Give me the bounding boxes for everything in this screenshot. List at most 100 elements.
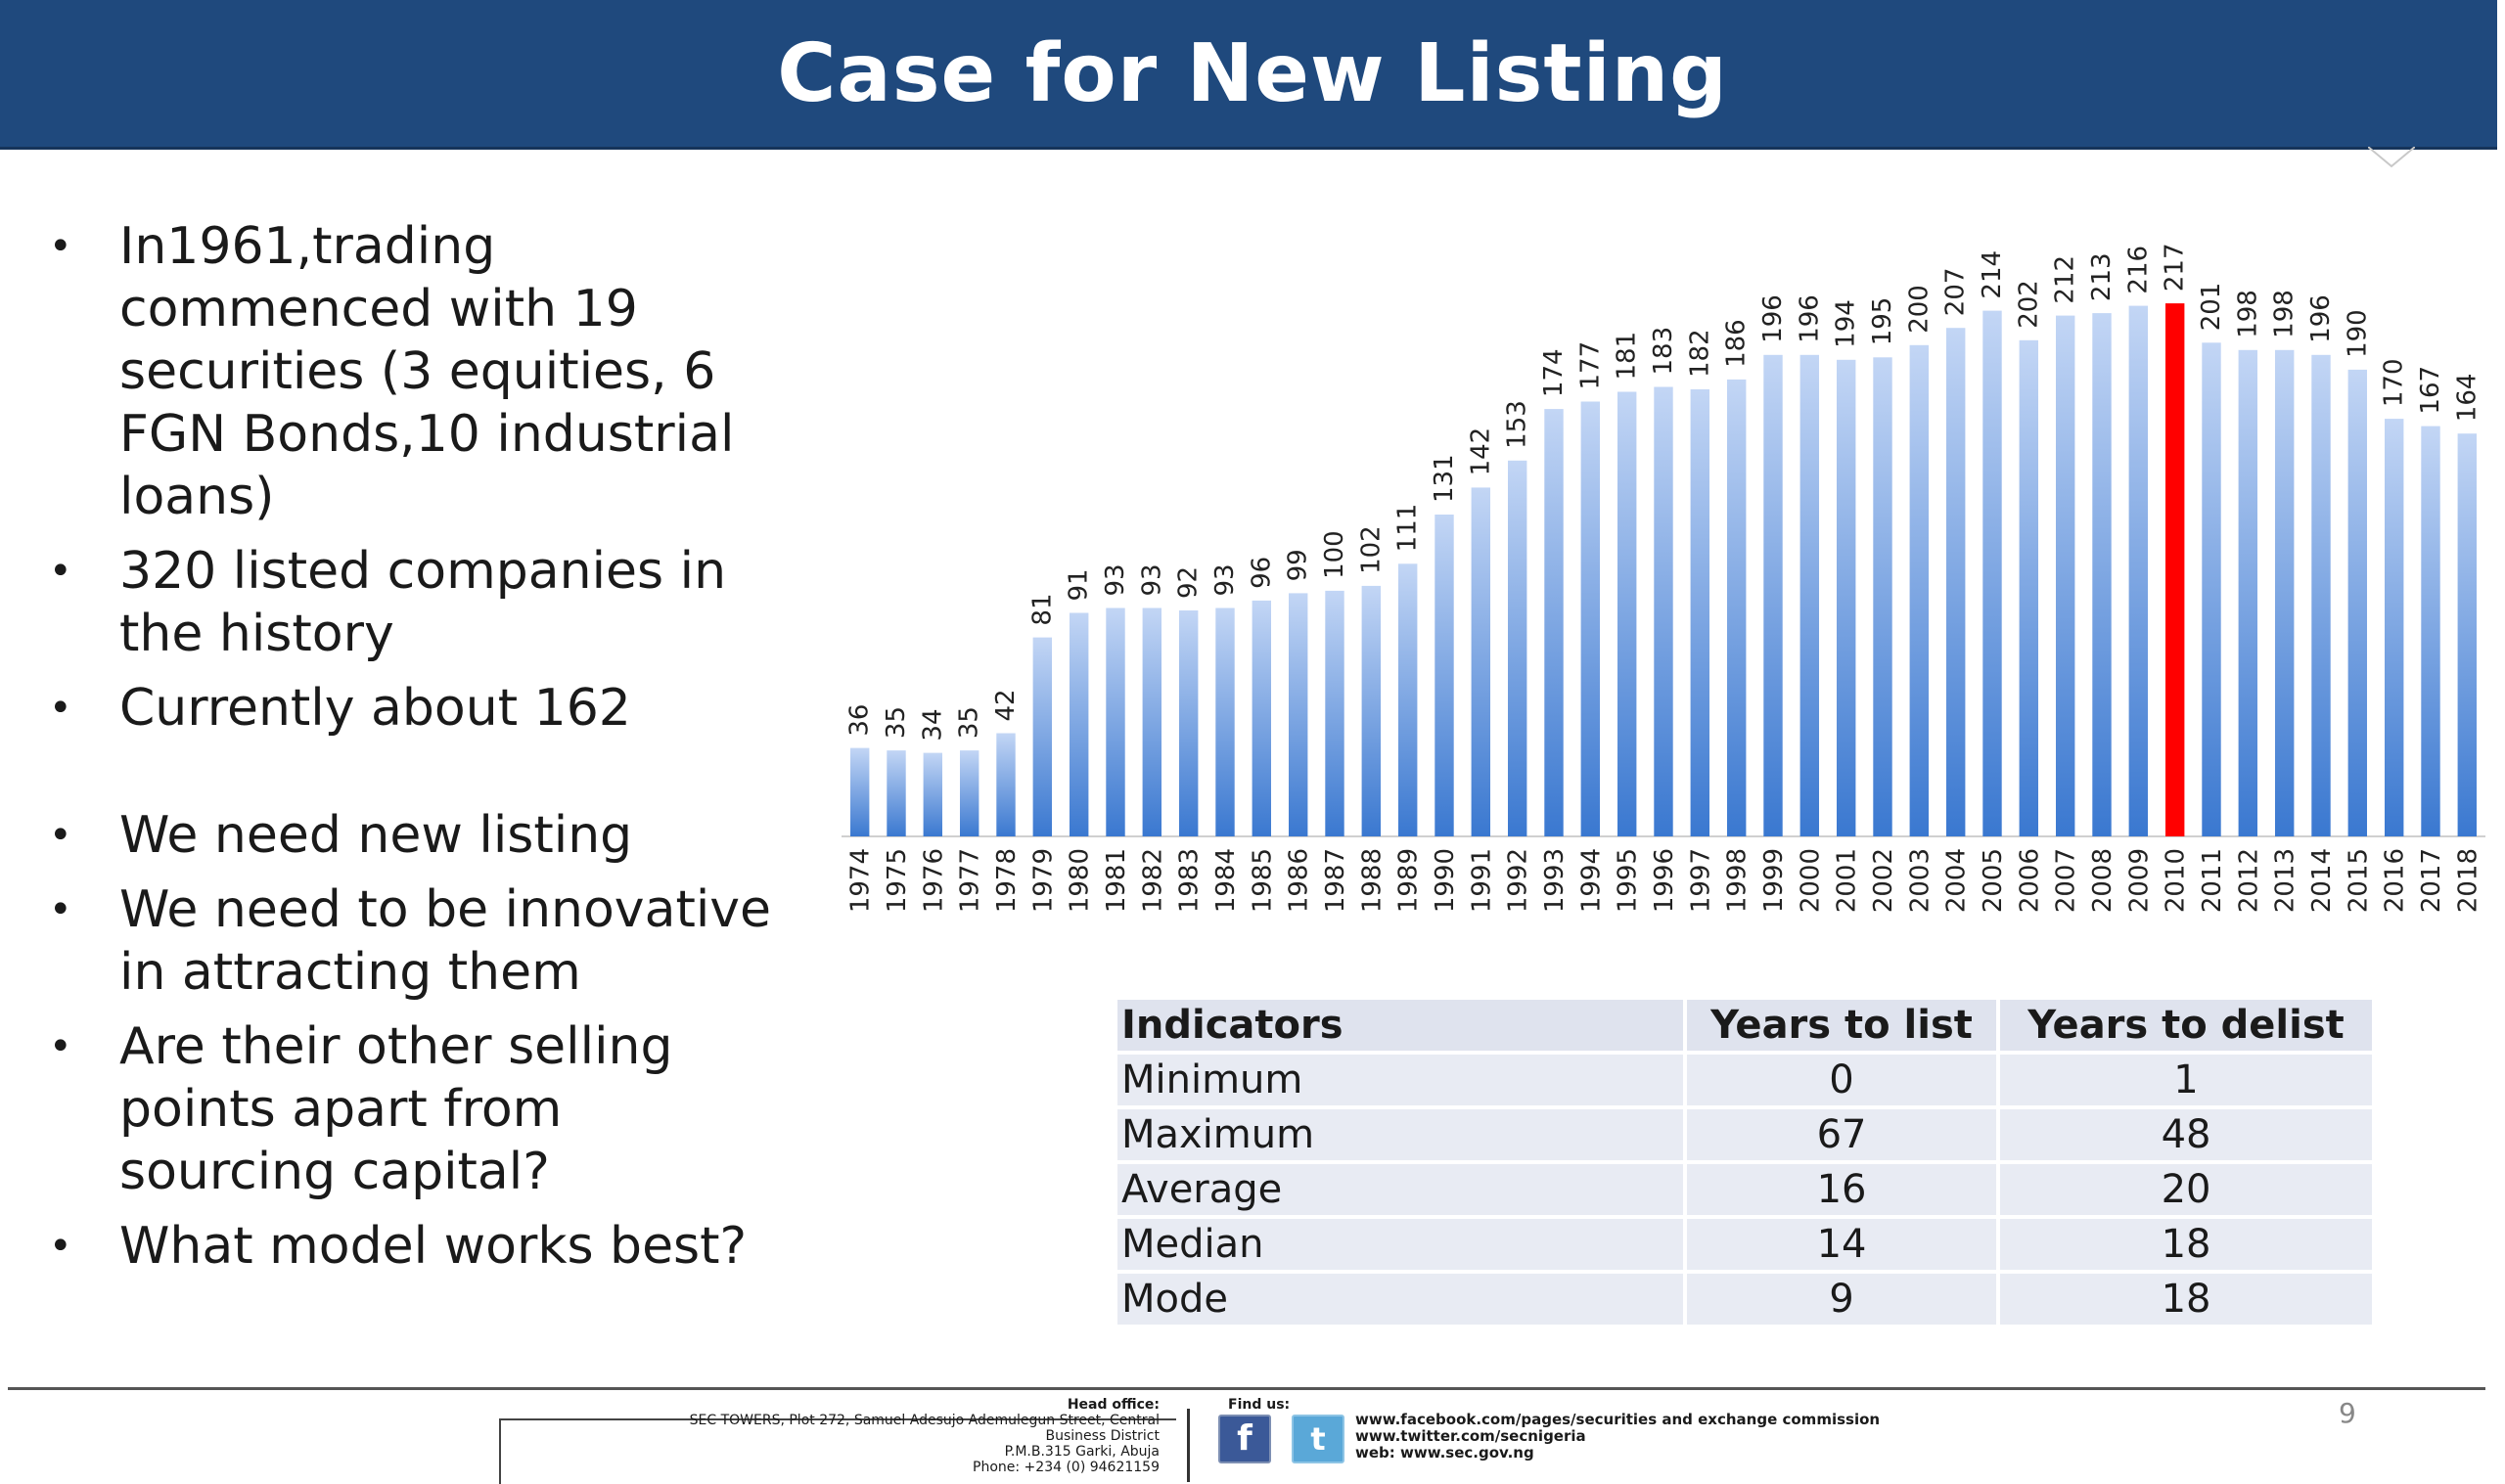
- bar-1979: [1032, 637, 1052, 836]
- data-label-1989: 111: [1393, 504, 1423, 553]
- column-header-indicators: Indicators: [1117, 1000, 1683, 1051]
- facebook-icon[interactable]: f: [1218, 1415, 1271, 1463]
- bar-1981: [1106, 607, 1125, 836]
- years-to-list-cell: 67: [1687, 1109, 1997, 1160]
- bar-1998: [1727, 379, 1747, 836]
- data-label-2006: 202: [2014, 280, 2043, 329]
- bar-2012: [2238, 349, 2257, 836]
- column-header-years-to-delist: Years to delist: [2000, 1000, 2372, 1051]
- x-tick-label-1976: 1976: [919, 848, 948, 913]
- bullet-text: Currently about 162: [119, 679, 631, 738]
- x-tick-label-2000: 2000: [1796, 848, 1825, 913]
- bar-1974: [850, 747, 870, 836]
- x-tick-label-1999: 1999: [1759, 848, 1789, 913]
- x-tick-label-1977: 1977: [956, 848, 985, 913]
- data-label-2005: 214: [1978, 250, 2007, 299]
- data-label-1988: 102: [1356, 525, 1386, 574]
- years-to-list-cell: 0: [1687, 1055, 1997, 1105]
- data-label-1974: 36: [845, 704, 875, 737]
- bullet-dot: •: [49, 1224, 72, 1269]
- bar-1995: [1617, 391, 1637, 836]
- bar-1993: [1544, 409, 1564, 836]
- bullet-dot: •: [49, 549, 72, 594]
- x-tick-label-1995: 1995: [1614, 848, 1643, 913]
- data-label-1975: 35: [882, 706, 911, 739]
- data-label-1980: 91: [1065, 568, 1094, 601]
- bar-1976: [923, 752, 942, 836]
- data-label-1983: 92: [1174, 566, 1204, 599]
- data-label-2000: 196: [1795, 294, 1824, 343]
- data-label-1982: 93: [1137, 563, 1166, 596]
- website-link[interactable]: web: www.sec.gov.ng: [1355, 1444, 1534, 1462]
- data-label-2008: 213: [2087, 252, 2117, 301]
- data-label-1998: 186: [1722, 319, 1752, 368]
- bar-2008: [2092, 313, 2112, 837]
- x-tick-label-1984: 1984: [1211, 848, 1241, 913]
- data-label-1992: 153: [1503, 400, 1532, 449]
- x-tick-label-1994: 1994: [1576, 848, 1606, 913]
- listings-bar-chart: 36 1974 35 1975 34 1976 35 1977 42 1978 81 1979 91 19…: [832, 205, 2495, 978]
- data-label-2016: 170: [2380, 358, 2409, 407]
- table-row: Average 16 20: [1117, 1164, 2372, 1215]
- data-label-1991: 142: [1466, 427, 1495, 476]
- data-label-1996: 183: [1649, 327, 1678, 376]
- data-label-2004: 207: [1941, 268, 1971, 317]
- twitter-icon[interactable]: t: [1292, 1415, 1344, 1463]
- x-tick-label-1992: 1992: [1504, 848, 1533, 913]
- x-tick-label-2015: 2015: [2344, 848, 2373, 913]
- data-label-1977: 35: [955, 706, 984, 739]
- bar-2007: [2056, 315, 2075, 837]
- facebook-link[interactable]: www.facebook.com/pages/securities and ex…: [1355, 1411, 1881, 1428]
- indicators-table-wrap: Indicators Years to list Years to delist…: [1114, 996, 2376, 1328]
- bar-1987: [1325, 590, 1344, 836]
- x-tick-label-1986: 1986: [1285, 848, 1314, 913]
- data-label-1981: 93: [1101, 563, 1130, 596]
- indicator-cell: Minimum: [1117, 1055, 1683, 1105]
- bullet-dot: •: [49, 224, 72, 269]
- bar-2009: [2128, 305, 2148, 837]
- x-tick-label-1974: 1974: [846, 848, 876, 913]
- address-line: P.M.B.315 Garki, Abuja: [1004, 1444, 1160, 1460]
- footer-separator: [1187, 1409, 1190, 1482]
- data-label-2001: 194: [1832, 299, 1861, 348]
- data-label-1999: 196: [1758, 294, 1788, 343]
- bar-2016: [2385, 419, 2404, 836]
- x-tick-label-1978: 1978: [992, 848, 1022, 913]
- x-tick-label-1980: 1980: [1066, 848, 1095, 913]
- x-tick-label-2003: 2003: [1905, 848, 1935, 913]
- bullet-item: • Currently about 162: [39, 677, 783, 740]
- bar-2014: [2311, 354, 2331, 836]
- x-tick-label-1991: 1991: [1467, 848, 1496, 913]
- bar-1996: [1654, 386, 1673, 836]
- years-to-delist-cell: 48: [2000, 1109, 2372, 1160]
- indicator-cell: Median: [1117, 1219, 1683, 1270]
- data-label-2017: 167: [2416, 366, 2445, 415]
- bar-1985: [1252, 600, 1271, 836]
- data-label-2013: 198: [2270, 290, 2300, 338]
- data-label-1984: 93: [1210, 563, 1240, 596]
- bar-1986: [1289, 593, 1308, 836]
- footer-divider: [8, 1387, 2485, 1390]
- x-tick-label-1987: 1987: [1321, 848, 1350, 913]
- bar-1983: [1179, 610, 1199, 836]
- bar-2005: [1982, 310, 2002, 837]
- x-tick-label-2011: 2011: [2198, 848, 2227, 913]
- x-tick-label-2018: 2018: [2453, 848, 2482, 913]
- bullet-text: What model works best?: [119, 1217, 748, 1276]
- bar-1997: [1690, 389, 1709, 836]
- data-label-1987: 100: [1320, 530, 1349, 579]
- bar-2013: [2275, 349, 2295, 836]
- slide-title: Case for New Listing: [777, 27, 1728, 120]
- data-label-1979: 81: [1027, 594, 1057, 626]
- address-line: Phone: +234 (0) 94621159: [973, 1460, 1160, 1475]
- x-tick-label-1989: 1989: [1394, 848, 1424, 913]
- bullet-text: 320 listed companies in the history: [119, 542, 727, 663]
- bullet-dot: •: [49, 887, 72, 932]
- bullet-dot: •: [49, 813, 72, 858]
- bar-2002: [1873, 357, 1892, 836]
- twitter-link[interactable]: www.twitter.com/secnigeria: [1355, 1427, 1586, 1445]
- bullet-list: • In1961,trading commenced with 19 securi…: [39, 215, 783, 1278]
- bar-2000: [1799, 354, 1819, 836]
- x-tick-label-2002: 2002: [1869, 848, 1898, 913]
- data-label-2009: 216: [2123, 246, 2153, 294]
